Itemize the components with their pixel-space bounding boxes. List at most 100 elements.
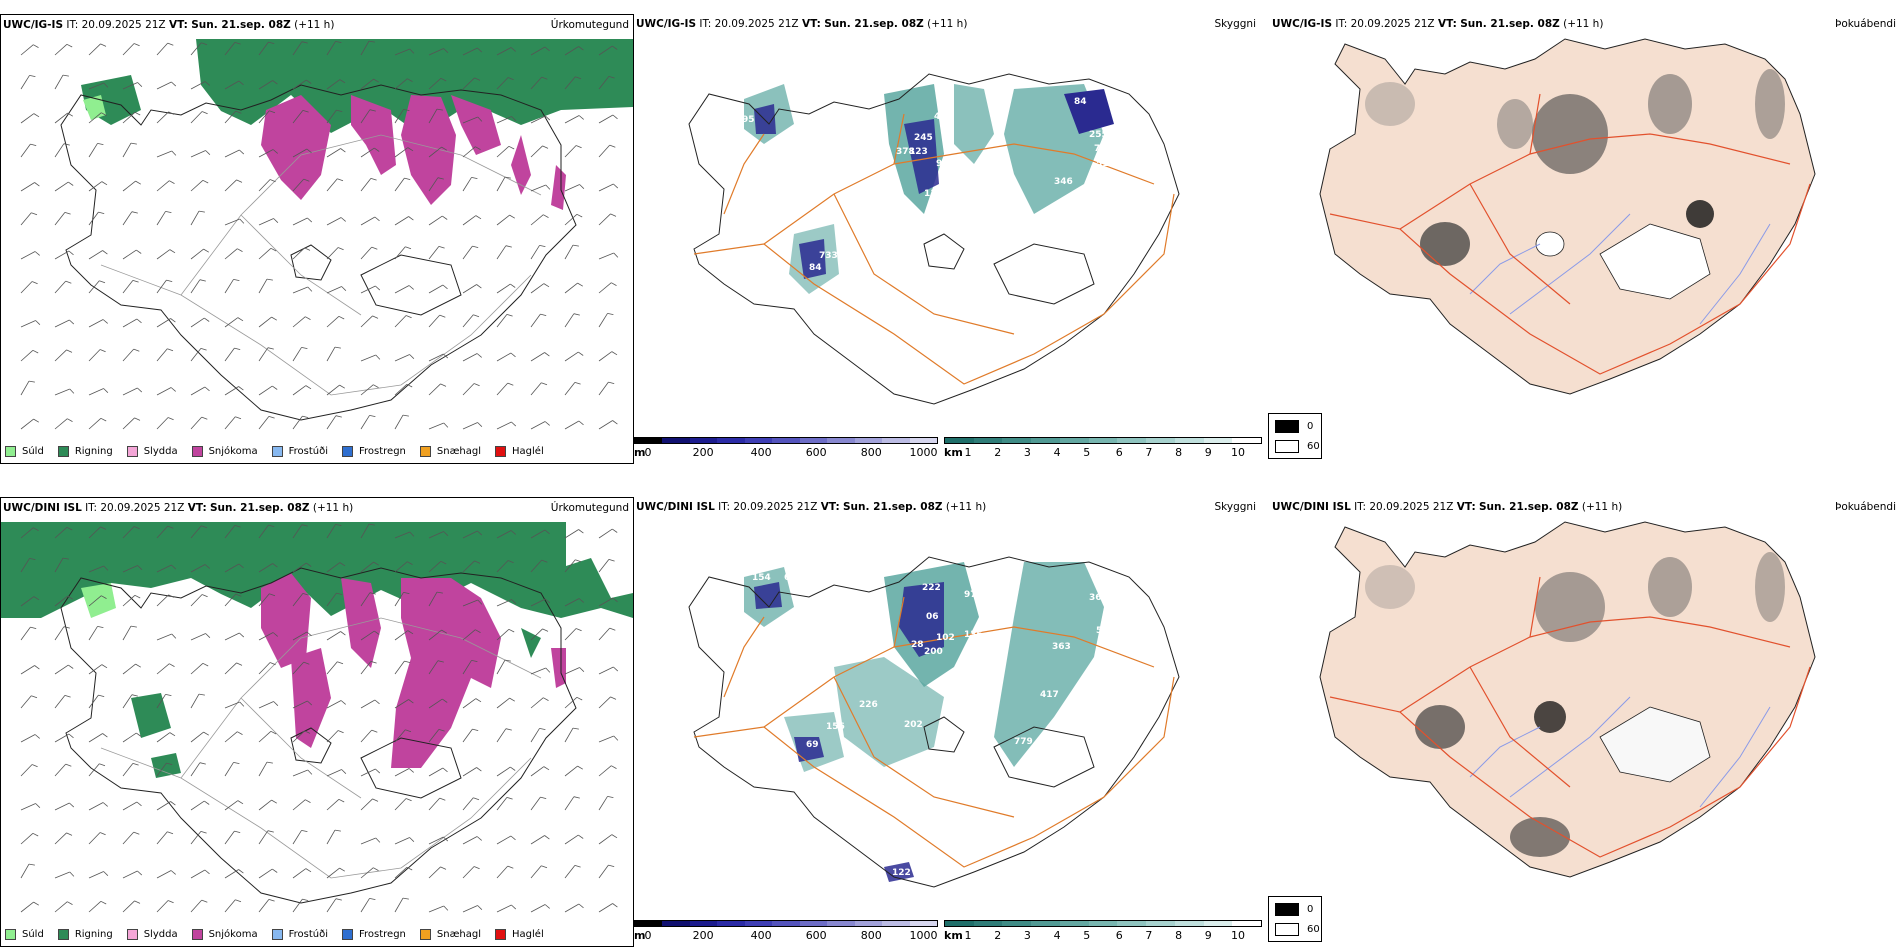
wind-barb (190, 150, 206, 158)
wind-barb (156, 348, 168, 362)
wind-barb (462, 146, 476, 158)
wind-barb-flag (541, 76, 548, 80)
wind-barb (156, 564, 172, 573)
wind-barb-flag (476, 353, 482, 358)
wind-barb (122, 142, 132, 158)
wind-barb (224, 731, 238, 743)
wind-barb-flag (370, 178, 377, 181)
wind-barb-flag (171, 633, 177, 639)
wind-barb-flag (31, 281, 38, 285)
wind-barb (428, 177, 439, 192)
wind-barb (190, 899, 202, 913)
wind-barb-flag (33, 527, 39, 531)
wind-barb (292, 631, 308, 641)
wind-barb-flag (608, 559, 615, 562)
wind-barb (224, 899, 236, 913)
wind-barb (190, 416, 202, 430)
wind-barb (326, 592, 337, 607)
wind-barb-flag (305, 316, 311, 320)
wind-barb-flag (374, 147, 380, 152)
wind-barb-flag (306, 562, 312, 567)
wind-barb (428, 561, 442, 573)
wind-barb-flag (102, 733, 108, 738)
wind-barb-flag (407, 78, 413, 82)
land-area (1319, 38, 1816, 395)
wind-barb-flag (477, 47, 483, 53)
wind-barb (258, 416, 270, 430)
wind-barb (394, 592, 404, 607)
wind-barb (496, 904, 512, 913)
wind-barb-flag (237, 317, 244, 322)
wind-barb-flag (541, 559, 548, 563)
wind-barb-flag (442, 698, 448, 703)
precip-map-row1 (20, 39, 633, 430)
wind-barb-flag (340, 148, 346, 153)
wind-barb-flag (302, 110, 309, 113)
wind-barb-flag (340, 631, 346, 636)
wind-barb (20, 320, 36, 328)
wind-barb (292, 247, 305, 260)
wind-barb-flag (370, 661, 377, 664)
wind-barb (224, 525, 236, 539)
wind-barb-flag (236, 662, 243, 666)
wind-barb (598, 420, 613, 430)
cloud-value: 42 (994, 112, 1007, 122)
wind-barb (598, 313, 608, 328)
wind-barb-flag (612, 45, 618, 50)
wind-barb (54, 280, 66, 294)
wind-barb-flag (169, 180, 175, 184)
wind-barb (54, 832, 67, 845)
wind-barb-flag (406, 383, 413, 388)
wind-barb-flag (200, 831, 207, 834)
wind-barb-flag (505, 245, 512, 248)
legend-item: Frostúði (271, 929, 328, 940)
wind-barb-flag (542, 628, 549, 632)
wind-barb (54, 44, 68, 56)
wind-barb-flag (440, 77, 447, 82)
legend-item: Slydda (126, 929, 178, 940)
wind-barb-flag (203, 731, 210, 736)
wind-barb-flag (474, 560, 481, 564)
wind-barb-flag (204, 869, 210, 875)
wind-barb (598, 765, 612, 777)
wind-barb (598, 76, 610, 90)
wind-barb (360, 354, 376, 362)
legend-item: Snjókoma (191, 446, 258, 457)
tick: 10 (1231, 929, 1245, 942)
wind-barb (258, 830, 269, 845)
wind-barb (564, 559, 576, 573)
fog-legend-row2: 0 60 (1268, 896, 1322, 942)
wind-barb-flag (303, 178, 310, 182)
wind-barb (156, 663, 170, 675)
wind-barb (428, 146, 442, 158)
wind-barb-flag (205, 633, 211, 638)
wind-barb-flag (131, 694, 138, 697)
wind-barb (394, 384, 408, 396)
wind-barb (598, 144, 610, 158)
cloud-value: 136 (964, 630, 983, 640)
wind-barb-flag (510, 530, 516, 535)
wind-barb (156, 732, 171, 743)
wind-barb (496, 214, 510, 226)
legend-item: Rigning (57, 446, 113, 457)
wind-barb-flag (371, 729, 378, 733)
roads (100, 617, 542, 879)
wind-barb (564, 796, 575, 811)
wind-barb-flag (477, 905, 483, 910)
wind-barb-flag (239, 149, 245, 155)
wind-barb-flag (504, 176, 511, 179)
snow-area (261, 573, 566, 768)
precip-map-row2 (1, 522, 633, 913)
wind-barb (360, 384, 374, 396)
wind-barb-flag (66, 43, 73, 48)
wind-barb-flag (28, 380, 35, 383)
wind-barb (156, 594, 169, 607)
wind-barb (462, 767, 477, 777)
wind-barb (224, 762, 234, 777)
wind-barb (88, 43, 101, 56)
wind-barb (564, 697, 578, 709)
tick: 1 (964, 446, 972, 459)
wind-barb (326, 178, 338, 192)
wind-barb (224, 149, 240, 158)
wind-barb (598, 597, 614, 607)
